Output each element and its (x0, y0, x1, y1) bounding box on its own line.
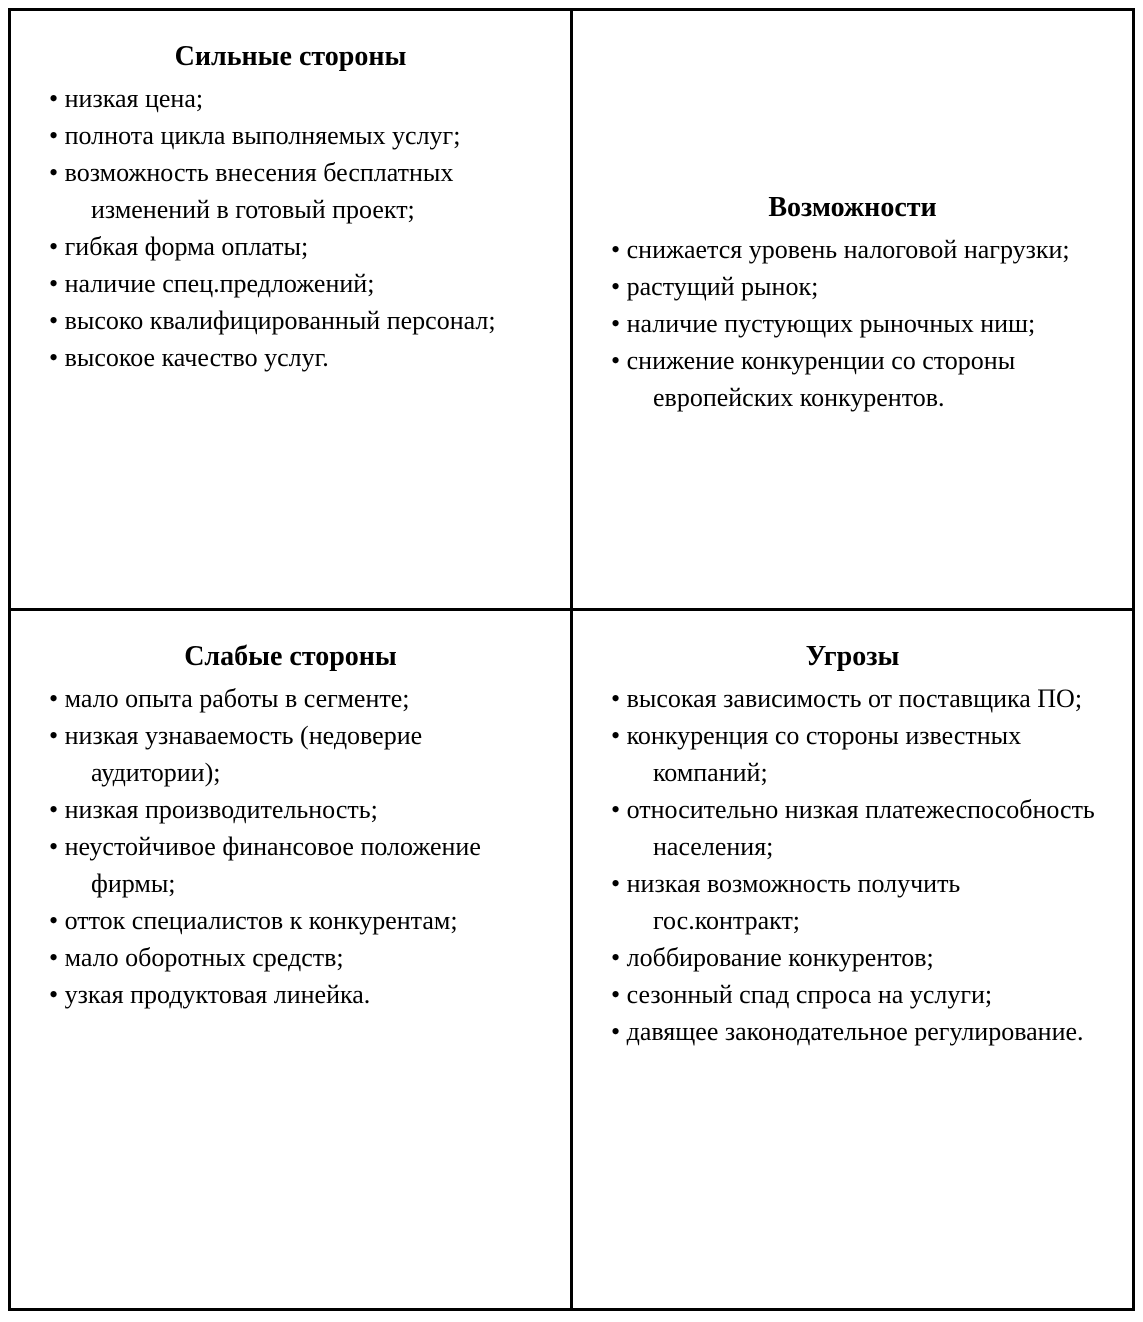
weaknesses-title: Слабые стороны (33, 639, 548, 675)
bullet-icon: • (49, 306, 65, 335)
threats-cell: Угрозы • высокая зависимость от поставщи… (572, 610, 1134, 1310)
threats-list: • высокая зависимость от поставщика ПО;•… (595, 681, 1110, 1050)
bullet-icon: • (611, 943, 627, 972)
bullet-icon: • (49, 795, 65, 824)
bullet-icon: • (611, 795, 627, 824)
bullet-icon: • (611, 721, 627, 750)
bullet-icon: • (49, 832, 65, 861)
bullet-icon: • (49, 121, 65, 150)
strengths-list: • низкая цена;• полнота цикла выполняемы… (33, 81, 548, 376)
list-item: • высокое качество услуг. (33, 340, 548, 377)
list-item: • сезонный спад спроса на услуги; (595, 977, 1110, 1014)
threats-title: Угрозы (595, 639, 1110, 675)
list-item: • конкуренция со стороны известных компа… (595, 718, 1110, 792)
opportunities-title: Возможности (595, 190, 1110, 226)
bullet-icon: • (49, 684, 65, 713)
list-item: • растущий рынок; (595, 269, 1110, 306)
opportunities-cell: Возможности • снижается уровень налогово… (572, 10, 1134, 610)
list-item: • возможность внесения бесплатных измене… (33, 155, 548, 229)
list-item: • снижение конкуренции со стороны европе… (595, 343, 1110, 417)
bullet-icon: • (611, 309, 627, 338)
list-item: • давящее законодательное регулирование. (595, 1014, 1110, 1051)
bullet-icon: • (49, 906, 65, 935)
list-item: • узкая продуктовая линейка. (33, 977, 548, 1014)
list-item: • низкая производительность; (33, 792, 548, 829)
bullet-icon: • (49, 269, 65, 298)
list-item: • наличие спец.предложений; (33, 266, 548, 303)
bullet-icon: • (49, 343, 65, 372)
bullet-icon: • (611, 980, 627, 1009)
bullet-icon: • (611, 272, 627, 301)
weaknesses-list: • мало опыта работы в сегменте;• низкая … (33, 681, 548, 1013)
bullet-icon: • (49, 980, 65, 1009)
list-item: • низкая возможность получить гос.контра… (595, 866, 1110, 940)
opportunities-list: • снижается уровень налоговой нагрузки;•… (595, 232, 1110, 417)
strengths-cell: Сильные стороны • низкая цена;• полнота … (10, 10, 572, 610)
bullet-icon: • (49, 721, 65, 750)
bullet-icon: • (611, 346, 627, 375)
list-item: • низкая узнаваемость (недоверие аудитор… (33, 718, 548, 792)
list-item: • лоббирование конкурентов; (595, 940, 1110, 977)
list-item: • мало опыта работы в сегменте; (33, 681, 548, 718)
list-item: • высокая зависимость от поставщика ПО; (595, 681, 1110, 718)
list-item: • неустойчивое финансовое положение фирм… (33, 829, 548, 903)
bullet-icon: • (49, 158, 65, 187)
list-item: • относительно низкая платежеспособность… (595, 792, 1110, 866)
bullet-icon: • (49, 84, 65, 113)
list-item: • высоко квалифицированный персонал; (33, 303, 548, 340)
list-item: • мало оборотных средств; (33, 940, 548, 977)
bullet-icon: • (49, 232, 65, 261)
list-item: • гибкая форма оплаты; (33, 229, 548, 266)
swot-table: Сильные стороны • низкая цена;• полнота … (8, 8, 1135, 1311)
list-item: • полнота цикла выполняемых услуг; (33, 118, 548, 155)
bullet-icon: • (611, 1017, 627, 1046)
bullet-icon: • (611, 235, 627, 264)
list-item: • отток специалистов к конкурентам; (33, 903, 548, 940)
strengths-title: Сильные стороны (33, 39, 548, 75)
bullet-icon: • (49, 943, 65, 972)
list-item: • низкая цена; (33, 81, 548, 118)
list-item: • наличие пустующих рыночных ниш; (595, 306, 1110, 343)
bullet-icon: • (611, 869, 627, 898)
weaknesses-cell: Слабые стороны • мало опыта работы в сег… (10, 610, 572, 1310)
list-item: • снижается уровень налоговой нагрузки; (595, 232, 1110, 269)
bullet-icon: • (611, 684, 627, 713)
